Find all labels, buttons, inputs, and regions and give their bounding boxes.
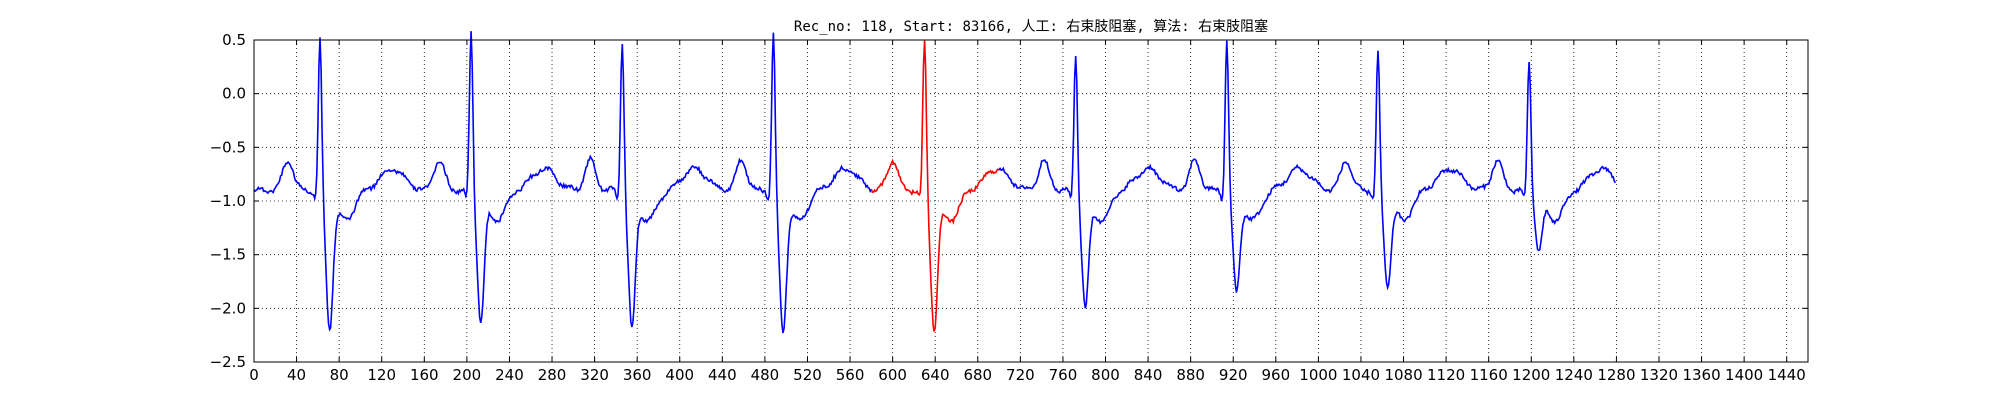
x-tick-label: 1200	[1512, 366, 1550, 384]
axis-ticks: 0 40 80 120 160 200 240 280 320 360 400 440 480 520 56…	[210, 31, 1808, 384]
x-tick-label: 1040	[1342, 366, 1380, 384]
x-tick-label: 0	[249, 366, 259, 384]
x-tick-label: 1320	[1640, 366, 1678, 384]
x-tick-label: 720	[1006, 366, 1035, 384]
x-tick-label: 800	[1091, 366, 1120, 384]
x-tick-label: 360	[623, 366, 652, 384]
x-tick-label: 160	[410, 366, 439, 384]
y-tick-label: −2.5	[210, 353, 246, 371]
x-tick-label: 760	[1049, 366, 1078, 384]
x-tick-label: 120	[367, 366, 396, 384]
x-tick-label: 920	[1219, 366, 1248, 384]
ecg-series-line	[253, 31, 873, 334]
x-tick-label: 1360	[1682, 366, 1720, 384]
x-tick-label: 400	[665, 366, 694, 384]
x-tick-label: 240	[495, 366, 524, 384]
x-tick-label: 1240	[1555, 366, 1593, 384]
x-tick-label: 960	[1261, 366, 1290, 384]
chart-title: Rec_no: 118, Start: 83166, 人工: 右束肢阻塞, 算法…	[793, 19, 1269, 35]
x-tick-label: 1080	[1384, 366, 1422, 384]
x-tick-label: 680	[963, 366, 992, 384]
x-tick-label: 80	[330, 366, 349, 384]
x-tick-label: 1440	[1768, 366, 1806, 384]
y-tick-label: 0.0	[222, 85, 246, 103]
grid	[254, 40, 1808, 362]
y-tick-label: −1.5	[210, 246, 246, 264]
x-tick-label: 840	[1134, 366, 1163, 384]
series-lines	[253, 31, 1617, 334]
y-tick-label: −1.0	[210, 192, 246, 210]
x-tick-label: 520	[793, 366, 822, 384]
x-tick-label: 440	[708, 366, 737, 384]
x-tick-label: 600	[878, 366, 907, 384]
x-tick-label: 1120	[1427, 366, 1465, 384]
x-tick-label: 200	[453, 366, 482, 384]
ecg-highlight-line	[870, 40, 1000, 332]
x-tick-label: 1400	[1725, 366, 1763, 384]
x-tick-label: 280	[538, 366, 567, 384]
x-tick-label: 1000	[1299, 366, 1337, 384]
x-tick-label: 320	[580, 366, 609, 384]
x-tick-label: 480	[751, 366, 780, 384]
y-tick-label: 0.5	[222, 31, 246, 49]
x-tick-label: 40	[287, 366, 306, 384]
x-tick-label: 1160	[1470, 366, 1508, 384]
y-tick-label: −2.0	[210, 299, 246, 317]
x-tick-label: 640	[921, 366, 950, 384]
ecg-series-line	[998, 40, 1617, 309]
x-tick-label: 560	[836, 366, 865, 384]
x-tick-label: 880	[1176, 366, 1205, 384]
x-tick-label: 1280	[1597, 366, 1635, 384]
y-tick-label: −0.5	[210, 138, 246, 156]
